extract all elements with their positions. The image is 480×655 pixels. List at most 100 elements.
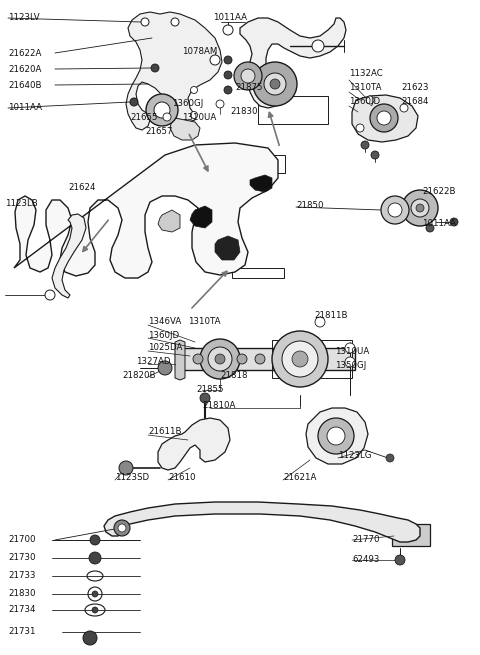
Text: 21731: 21731 <box>8 627 36 637</box>
Circle shape <box>90 535 100 545</box>
Text: 1310UA: 1310UA <box>182 113 216 121</box>
Text: 1011AA: 1011AA <box>422 219 456 229</box>
Text: 21855: 21855 <box>196 386 224 394</box>
Text: 62493: 62493 <box>352 555 379 565</box>
Text: 21621A: 21621A <box>283 474 316 483</box>
Text: 21622A: 21622A <box>8 48 41 58</box>
Text: 21733: 21733 <box>8 572 36 580</box>
Circle shape <box>146 94 178 126</box>
Circle shape <box>241 69 255 83</box>
Circle shape <box>118 524 126 532</box>
Circle shape <box>315 317 325 327</box>
Circle shape <box>371 151 379 159</box>
Text: 21684: 21684 <box>401 98 429 107</box>
Text: 1123LB: 1123LB <box>5 200 38 208</box>
Polygon shape <box>306 408 368 464</box>
Text: 21730: 21730 <box>8 553 36 563</box>
Text: 21810A: 21810A <box>202 402 235 411</box>
Circle shape <box>366 96 374 104</box>
Text: 1011AA: 1011AA <box>213 14 247 22</box>
Text: 1310UA: 1310UA <box>335 348 369 356</box>
Circle shape <box>92 591 98 597</box>
Bar <box>272 340 352 378</box>
Text: 1327AD: 1327AD <box>136 356 170 365</box>
Circle shape <box>92 607 98 613</box>
Text: 21830: 21830 <box>230 107 257 117</box>
Circle shape <box>312 40 324 52</box>
Text: 1360JD: 1360JD <box>148 331 179 339</box>
Circle shape <box>193 354 203 364</box>
Circle shape <box>264 73 286 95</box>
Bar <box>258 96 328 124</box>
Circle shape <box>154 102 170 118</box>
Text: 21640B: 21640B <box>8 81 41 90</box>
Circle shape <box>370 104 398 132</box>
Circle shape <box>158 361 172 375</box>
Circle shape <box>345 343 355 353</box>
Circle shape <box>426 224 434 232</box>
Text: 21700: 21700 <box>8 536 36 544</box>
Circle shape <box>191 86 197 94</box>
Circle shape <box>356 124 364 132</box>
Polygon shape <box>215 236 240 260</box>
Text: 21620A: 21620A <box>8 64 41 73</box>
Circle shape <box>361 141 369 149</box>
Text: 21611B: 21611B <box>148 428 181 436</box>
Text: 21624: 21624 <box>68 183 96 193</box>
Text: 1123SD: 1123SD <box>115 474 149 483</box>
Circle shape <box>45 290 55 300</box>
Circle shape <box>270 79 280 89</box>
Circle shape <box>253 62 297 106</box>
Circle shape <box>272 331 328 387</box>
Polygon shape <box>126 12 222 130</box>
Polygon shape <box>52 214 86 298</box>
Text: 1025DA: 1025DA <box>148 343 182 352</box>
Circle shape <box>345 357 355 367</box>
Circle shape <box>224 56 232 64</box>
Circle shape <box>237 354 247 364</box>
Circle shape <box>119 461 133 475</box>
Text: 1123LV: 1123LV <box>8 14 40 22</box>
Circle shape <box>386 454 394 462</box>
Circle shape <box>163 113 171 121</box>
Circle shape <box>450 218 458 226</box>
Circle shape <box>151 64 159 72</box>
Text: 21830: 21830 <box>8 590 36 599</box>
Circle shape <box>381 196 409 224</box>
Polygon shape <box>14 143 278 278</box>
Polygon shape <box>158 418 230 470</box>
Circle shape <box>224 71 232 79</box>
Bar <box>230 155 285 173</box>
Text: 1078AM: 1078AM <box>182 48 217 56</box>
Bar <box>232 268 284 278</box>
Polygon shape <box>250 175 272 192</box>
Circle shape <box>388 203 402 217</box>
Text: 1310TA: 1310TA <box>349 83 382 92</box>
Circle shape <box>215 354 225 364</box>
Circle shape <box>224 86 232 94</box>
Circle shape <box>191 111 197 119</box>
Text: 21734: 21734 <box>8 605 36 614</box>
Text: 1123LG: 1123LG <box>338 451 372 460</box>
Text: 21657: 21657 <box>145 128 172 136</box>
Text: 21820B: 21820B <box>122 371 156 379</box>
Polygon shape <box>104 502 420 542</box>
Circle shape <box>292 351 308 367</box>
Text: 1310TA: 1310TA <box>188 318 220 326</box>
Polygon shape <box>175 340 185 380</box>
Bar <box>175 348 355 370</box>
Text: 1360GJ: 1360GJ <box>172 100 203 109</box>
Circle shape <box>234 62 262 90</box>
Circle shape <box>318 418 354 454</box>
Circle shape <box>130 98 138 106</box>
Circle shape <box>216 100 224 108</box>
Text: 21818: 21818 <box>220 371 248 379</box>
Polygon shape <box>240 18 346 108</box>
Circle shape <box>141 18 149 26</box>
Polygon shape <box>170 118 200 140</box>
Text: 21770: 21770 <box>352 536 380 544</box>
Text: 1132AC: 1132AC <box>349 69 383 79</box>
Text: 1350GJ: 1350GJ <box>335 362 366 371</box>
Circle shape <box>200 393 210 403</box>
Circle shape <box>395 555 405 565</box>
